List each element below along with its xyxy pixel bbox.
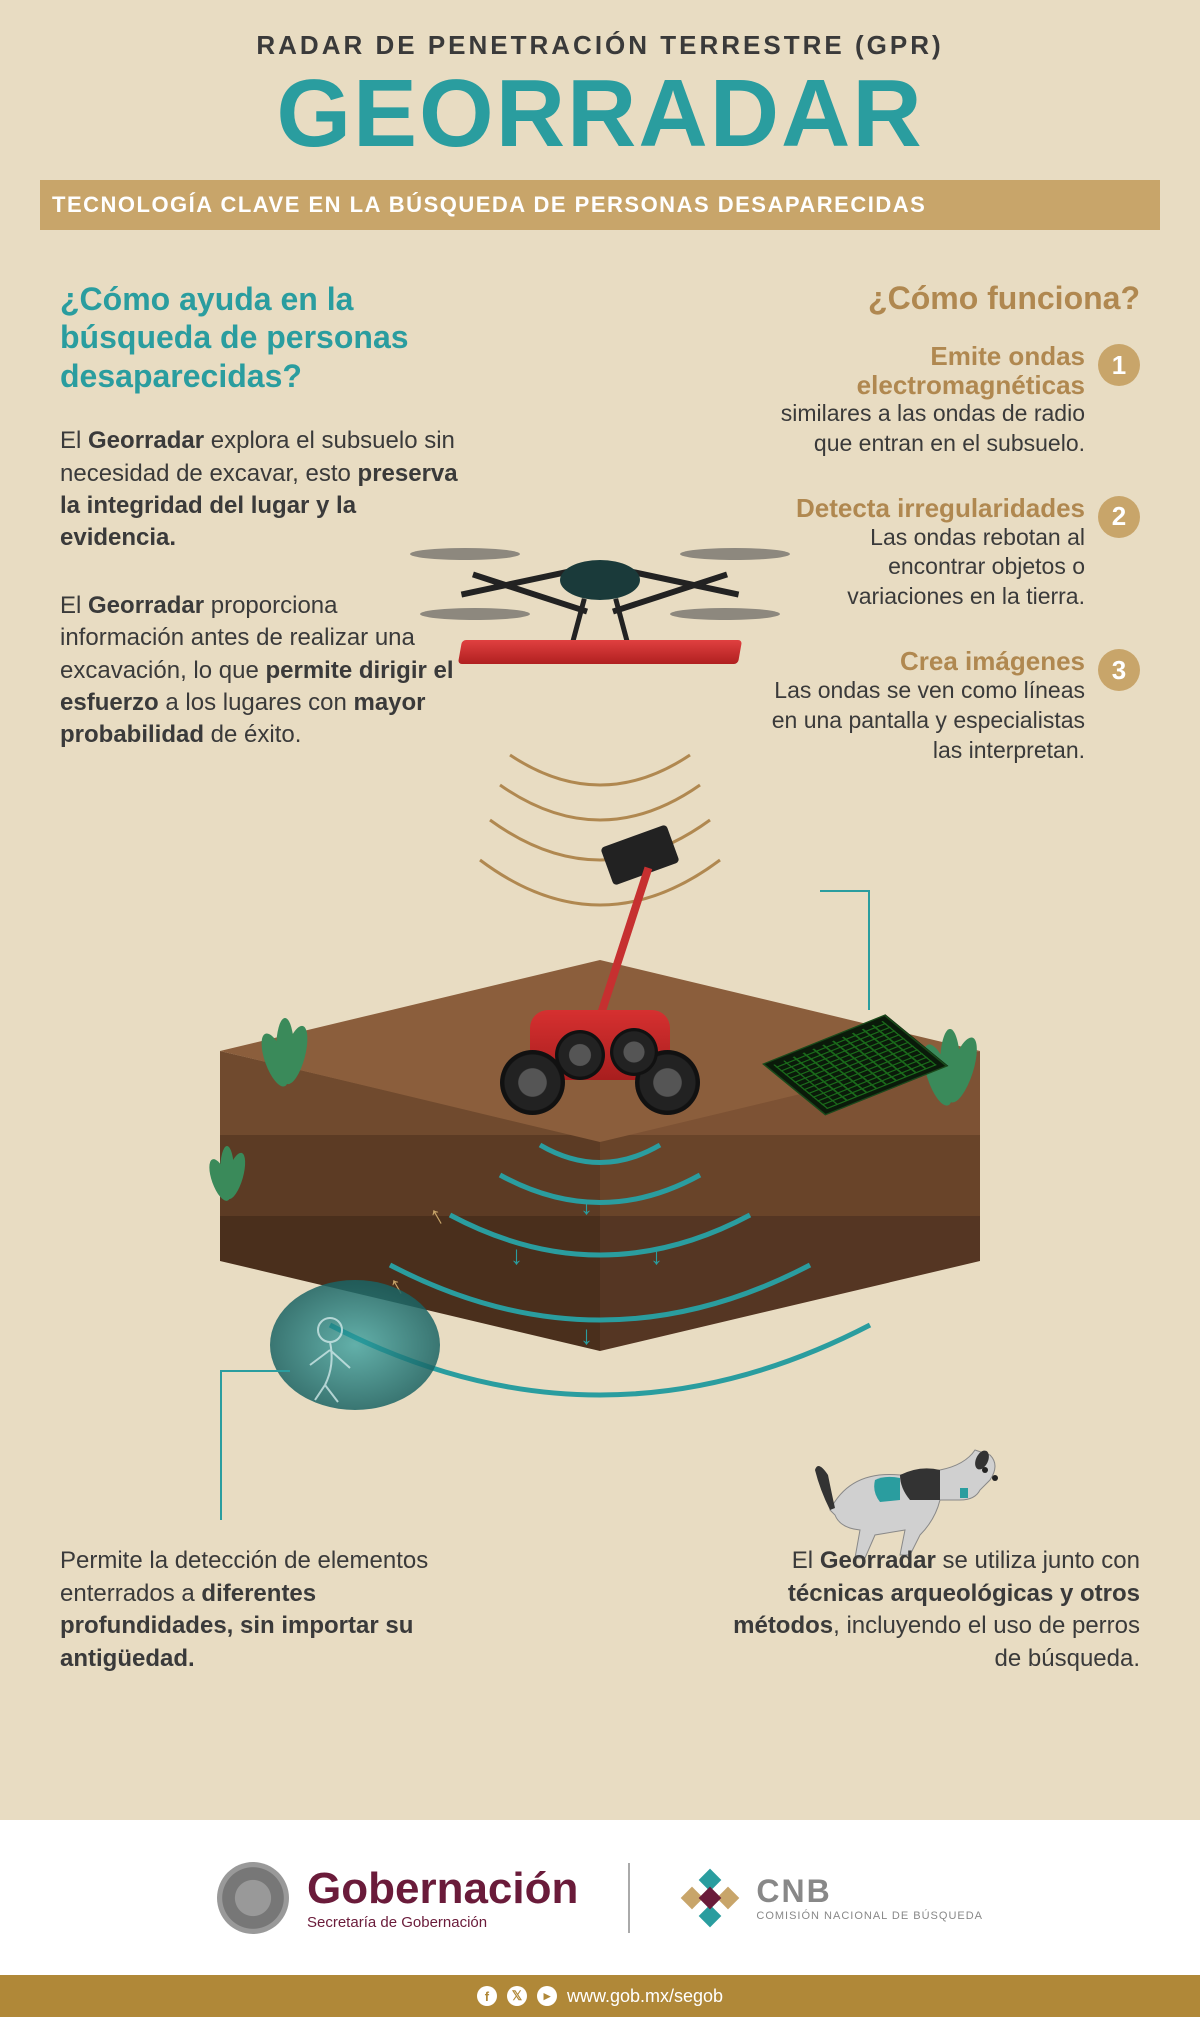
left-para-1: El Georradar explora el subsuelo sin nec… [60,425,460,555]
facebook-icon: f [477,1986,497,2006]
leader-line [220,1370,290,1372]
footer-gold-bar: f 𝕏 ▸ www.gob.mx/segob [0,1975,1200,2017]
gobernacion-logo: Gobernación Secretaría de Gobernación [217,1862,578,1934]
drone-antenna [458,640,742,664]
step-num-3: 3 [1098,649,1140,691]
content-region: ¿Cómo ayuda en la búsqueda de personas d… [0,230,1200,1750]
footer-url: www.gob.mx/segob [567,1986,723,2007]
plant-icon [200,1140,255,1210]
plant-icon [250,1010,320,1100]
cnb-title: CNB [756,1873,983,1910]
step-1: 1 Emite ondas electromagnéticas similare… [770,342,1140,459]
cnb-subtitle: COMISIÓN NACIONAL DE BÚSQUEDA [756,1910,983,1922]
bottom-left-text: Permite la detección de elementos enterr… [60,1545,490,1710]
step-title-2: Detecta irregularidades [770,494,1085,523]
step-text-1: similares a las ondas de radio que entra… [770,399,1085,459]
arrow-down-icon: ↓ [650,1240,663,1271]
cnb-logo: CNB COMISIÓN NACIONAL DE BÚSQUEDA [680,1868,983,1928]
arrow-down-icon: ↓ [580,1320,593,1351]
arrow-down-icon: ↓ [510,1240,523,1271]
step-title-1: Emite ondas electromagnéticas [770,342,1085,399]
seal-icon [217,1862,289,1934]
leader-line [868,890,870,1010]
arrow-down-icon: ↓ [580,1190,593,1221]
leader-line [820,890,870,892]
suptitle: RADAR DE PENETRACIÓN TERRESTRE (GPR) [40,30,1160,61]
step-num-1: 1 [1098,344,1140,386]
drone-wave-icon [470,735,730,935]
buried-object-icon [270,1280,440,1410]
gob-subtitle: Secretaría de Gobernación [307,1914,578,1931]
step-num-2: 2 [1098,496,1140,538]
subtitle-bar: TECNOLOGÍA CLAVE EN LA BÚSQUEDA DE PERSO… [40,180,1160,230]
footer-white: Gobernación Secretaría de Gobernación CN… [0,1820,1200,1975]
footer: Gobernación Secretaría de Gobernación CN… [0,1820,1200,2017]
gob-title: Gobernación [307,1864,578,1914]
divider [628,1863,630,1933]
left-question: ¿Cómo ayuda en la búsqueda de personas d… [60,280,460,395]
x-icon: 𝕏 [507,1986,527,2006]
main-title: GEORRADAR [40,66,1160,162]
right-question: ¿Cómo funciona? [770,280,1140,317]
youtube-icon: ▸ [537,1986,557,2006]
bottom-right-text: El Georradar se utiliza junto con técnic… [710,1545,1140,1710]
drone-illustration [420,510,780,730]
cnb-icon [680,1868,740,1928]
illustration-scene: ↓ ↓ ↓ ↓ ↑ ↑ [150,580,1050,1530]
leader-line [220,1370,222,1520]
georadar-cart [490,950,710,1150]
header: RADAR DE PENETRACIÓN TERRESTRE (GPR) GEO… [0,0,1200,162]
